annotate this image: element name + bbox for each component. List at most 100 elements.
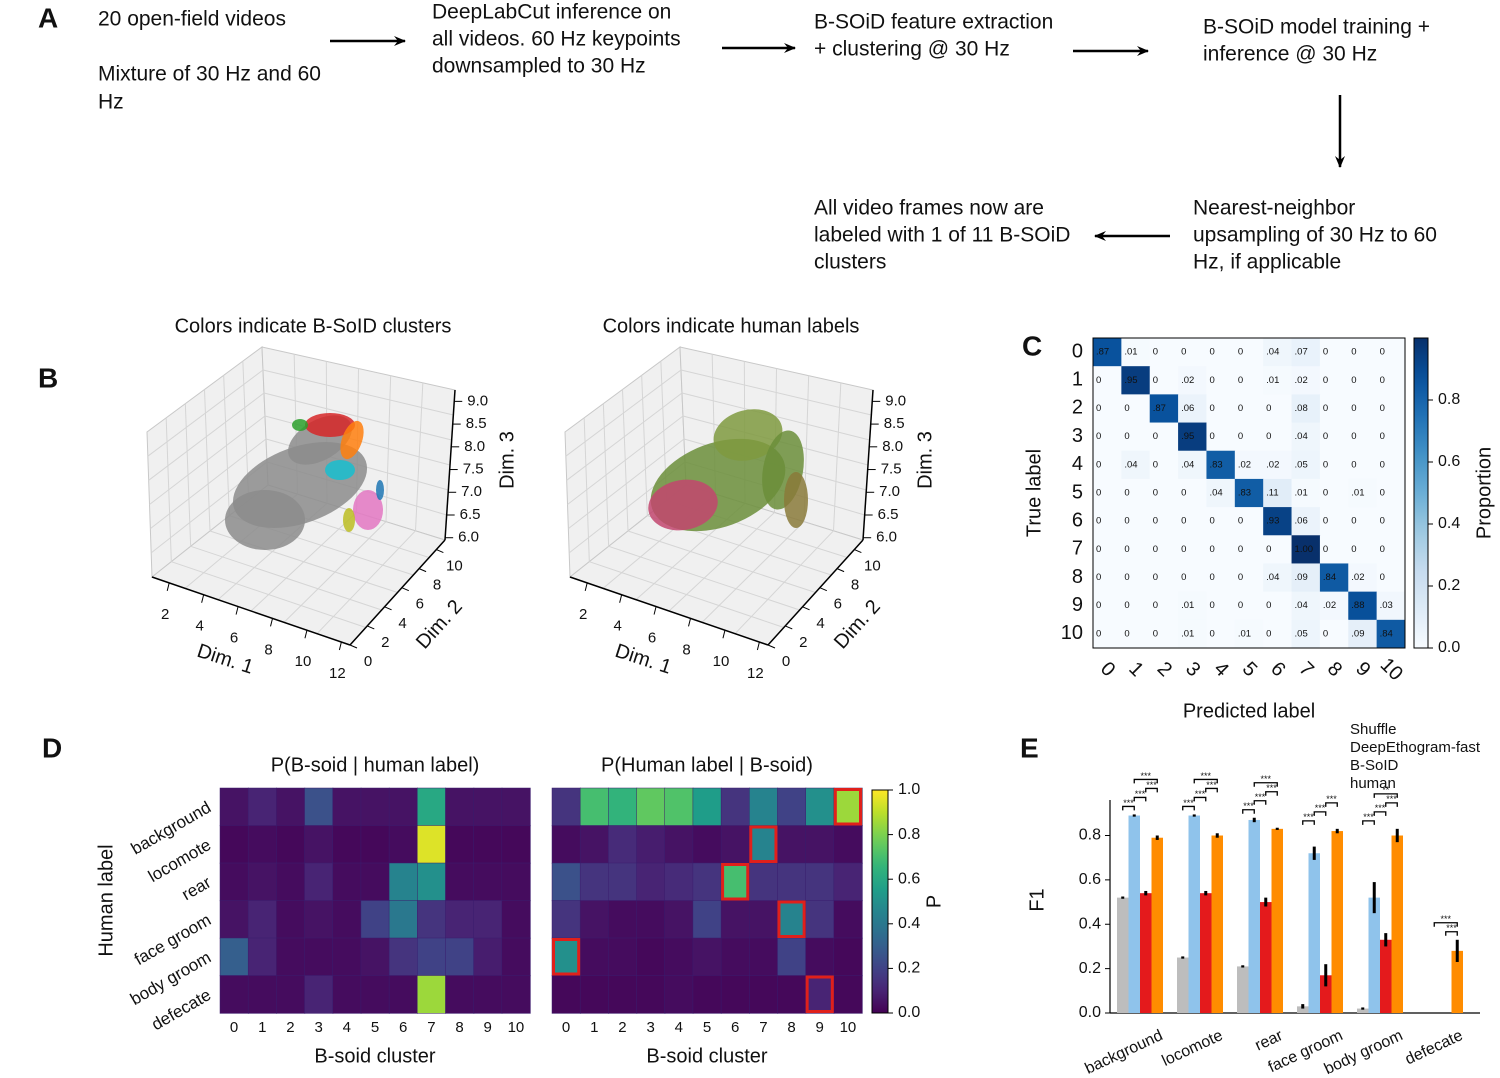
heatmap-cell [692, 825, 722, 864]
cell-label: 0 [1124, 488, 1129, 499]
cell-label: .87 [1096, 347, 1109, 358]
heatmap-cell [833, 862, 863, 902]
cell-label: 0 [1153, 488, 1158, 499]
heatmap-cell [636, 900, 666, 939]
y-tick-label: 10 [1061, 622, 1083, 644]
panel-label: C [1022, 330, 1042, 361]
heatmap-cell [1234, 507, 1264, 536]
heatmap-cell [1121, 563, 1151, 593]
cell-label: .83 [1238, 488, 1251, 499]
legend-entry: human [1350, 775, 1396, 792]
cell-label: 0 [1380, 375, 1385, 386]
bar [1117, 897, 1129, 1013]
significance-label: *** [1260, 774, 1271, 784]
cell-label: 0 [1266, 600, 1271, 611]
heatmap-cell [417, 900, 447, 939]
colorbar-tick-label: 0.2 [898, 960, 920, 977]
colorbar-tick-label: 0.0 [1438, 639, 1460, 656]
heatmap-cell [664, 937, 694, 977]
cell-label: 0 [1096, 572, 1101, 583]
cell-label: .88 [1351, 600, 1364, 611]
heatmap-cell [1263, 478, 1292, 508]
panel-label: E [1020, 732, 1039, 763]
cell-label: .04 [1266, 347, 1279, 358]
legend-entry: Shuffle [1350, 721, 1396, 738]
heatmap-cell [360, 900, 390, 939]
cell-label: 0 [1238, 572, 1243, 583]
heatmap-cell [1093, 619, 1122, 649]
heatmap-cell [1093, 366, 1122, 395]
bar [1391, 835, 1403, 1013]
cell-label: 0 [1380, 347, 1385, 358]
bar [1200, 893, 1212, 1013]
y-tick-label: 0.6 [1079, 871, 1101, 888]
x-tick-label: 8 [682, 641, 690, 658]
heatmap-cell [551, 862, 581, 902]
heatmap-cell [720, 862, 750, 902]
heatmap-cell [1348, 563, 1378, 593]
cell-label: .83 [1209, 459, 1222, 470]
cell-label: 0 [1323, 403, 1328, 414]
bar [1357, 1008, 1369, 1013]
heatmap-cell [664, 900, 694, 939]
x-tick-label: 5 [371, 1019, 379, 1036]
cell-label: .02 [1181, 375, 1194, 386]
heatmap-cell [1093, 394, 1122, 423]
cell-label: 0 [1153, 544, 1158, 555]
heatmap-cell [579, 900, 610, 939]
significance-bracket [1253, 782, 1278, 787]
heatmap-cell [1234, 394, 1264, 423]
cell-label: 0 [1153, 431, 1158, 442]
cell-label: 0 [1266, 544, 1271, 555]
colorbar-label: P [923, 895, 945, 908]
x-axis-label: B-soid cluster [314, 1045, 435, 1067]
significance-bracket [1433, 922, 1458, 927]
x-tick-label: 5 [1238, 658, 1261, 681]
axis-line [569, 576, 769, 646]
heatmap-cell [1376, 563, 1406, 593]
cell-label: 0 [1238, 516, 1243, 527]
y-tick-label: 2 [381, 634, 389, 651]
significance-label: *** [1195, 789, 1206, 799]
x-tick-label: 2 [1153, 658, 1176, 681]
x-tick-label: 8 [455, 1019, 463, 1036]
axes-3d [564, 346, 874, 646]
cell-label: .07 [1295, 347, 1308, 358]
heatmap-cell [1206, 478, 1236, 508]
cell-label: 0 [1181, 516, 1186, 527]
x-tick-label: 8 [1323, 658, 1346, 681]
highlight-box [777, 900, 806, 938]
heatmap-cell [1263, 366, 1292, 395]
x-tick-label: 10 [295, 653, 312, 670]
flow-node-text: 20 open-field videos [98, 8, 286, 31]
cell-label: .01 [1266, 375, 1279, 386]
heatmap-cell [1149, 563, 1179, 593]
cell-label: 0 [1351, 544, 1356, 555]
y-tick [785, 625, 793, 630]
heatmap-cell [1121, 507, 1151, 536]
z-tick-label: 8.0 [882, 438, 903, 455]
y-tick-label: 7 [1072, 538, 1083, 560]
point-cloud [340, 420, 364, 460]
legend-entry: B-SoID [1350, 757, 1399, 774]
heatmap-cell [1121, 478, 1151, 508]
heatmap-cell [1093, 478, 1122, 508]
x-tick-label: 9 [1351, 658, 1374, 681]
cell-label: 0 [1323, 347, 1328, 358]
y-tick-label: 4 [398, 615, 406, 632]
heatmap-cell [1093, 535, 1122, 564]
cell-label: 0 [1096, 375, 1101, 386]
flow-node-text: clusters [814, 251, 886, 274]
cell-label: 1.00 [1295, 544, 1314, 555]
bar [1248, 819, 1260, 1013]
heatmap-cell [1178, 478, 1207, 508]
heatmap-cell [1263, 535, 1292, 564]
cell-label: 0 [1209, 600, 1214, 611]
heatmap-cell [1121, 422, 1151, 452]
significance-label: *** [1146, 780, 1157, 790]
cell-label: .04 [1181, 459, 1194, 470]
heatmap-cell [219, 975, 249, 1014]
y-axis-label: F1 [1026, 888, 1048, 911]
heatmap-cell [1291, 619, 1321, 649]
flow-node-text: B-SOiD model training + [1203, 16, 1430, 39]
